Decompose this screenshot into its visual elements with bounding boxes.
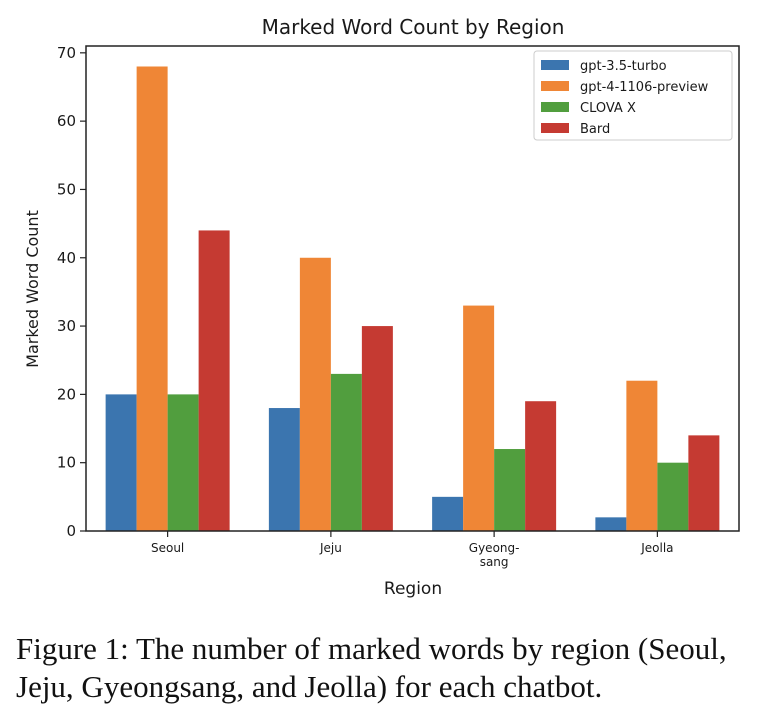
legend-swatch — [541, 102, 569, 112]
x-tick-label: Gyeong- — [469, 541, 520, 555]
legend-label: gpt-4-1106-preview — [580, 80, 709, 95]
bar-gpt-4-1106-preview-jeolla — [626, 380, 658, 531]
legend-swatch — [541, 81, 569, 91]
legend-label: gpt-3.5-turbo — [580, 59, 667, 74]
bar-bard-gyeong-sang — [525, 401, 557, 531]
legend: gpt-3.5-turbo gpt-4-1106-preview CLOVA X Ba… — [533, 50, 733, 141]
y-tick-label: 60 — [57, 112, 76, 130]
legend-label: Bard — [580, 122, 610, 137]
bar-bard-jeju — [361, 326, 393, 531]
x-tick-label: Jeju — [319, 541, 342, 555]
x-tick-label: sang — [480, 555, 509, 569]
legend-label: CLOVA X — [580, 101, 636, 116]
y-tick-label: 50 — [57, 180, 76, 198]
y-tick-label: 20 — [57, 385, 76, 403]
x-axis: Seoul Jeju Gyeong-sang Jeolla — [151, 531, 674, 569]
y-tick-label: 70 — [57, 44, 76, 62]
bar-bard-jeolla — [688, 435, 720, 531]
legend-swatch — [541, 123, 569, 133]
bar-bard-seoul — [198, 230, 230, 531]
x-axis-label: Region — [384, 579, 442, 599]
y-tick-label: 10 — [57, 454, 76, 472]
bar-clova-x-jeju — [330, 373, 362, 531]
chart-title: Marked Word Count by Region — [262, 15, 565, 39]
bar-gpt-3-5-turbo-gyeong-sang — [432, 496, 464, 531]
bar-gpt-3-5-turbo-seoul — [105, 394, 137, 531]
legend-box — [533, 50, 733, 141]
y-tick-label: 0 — [66, 522, 76, 540]
y-tick-label: 30 — [57, 317, 76, 335]
bar-gpt-3-5-turbo-jeolla — [595, 517, 627, 531]
y-axis: 0 10 20 30 40 50 60 70 — [57, 44, 86, 540]
x-tick-label: Seoul — [151, 541, 184, 555]
bar-gpt-4-1106-preview-jeju — [299, 257, 331, 531]
plot-frame — [85, 45, 740, 532]
bar-clova-x-jeolla — [657, 462, 689, 531]
legend-swatch — [541, 60, 569, 70]
bar-clova-x-seoul — [167, 394, 199, 531]
bar-clova-x-gyeong-sang — [494, 449, 526, 531]
figure-caption: Figure 1: The number of marked words by … — [16, 631, 727, 704]
y-tick-label: 40 — [57, 249, 76, 267]
bar-gpt-4-1106-preview-seoul — [136, 66, 168, 532]
bar-gpt-3-5-turbo-jeju — [268, 408, 300, 531]
bars-group — [105, 66, 720, 532]
y-axis-label: Marked Word Count — [23, 210, 42, 368]
bar-gpt-4-1106-preview-gyeong-sang — [463, 305, 495, 531]
x-tick-label: Jeolla — [640, 541, 673, 555]
